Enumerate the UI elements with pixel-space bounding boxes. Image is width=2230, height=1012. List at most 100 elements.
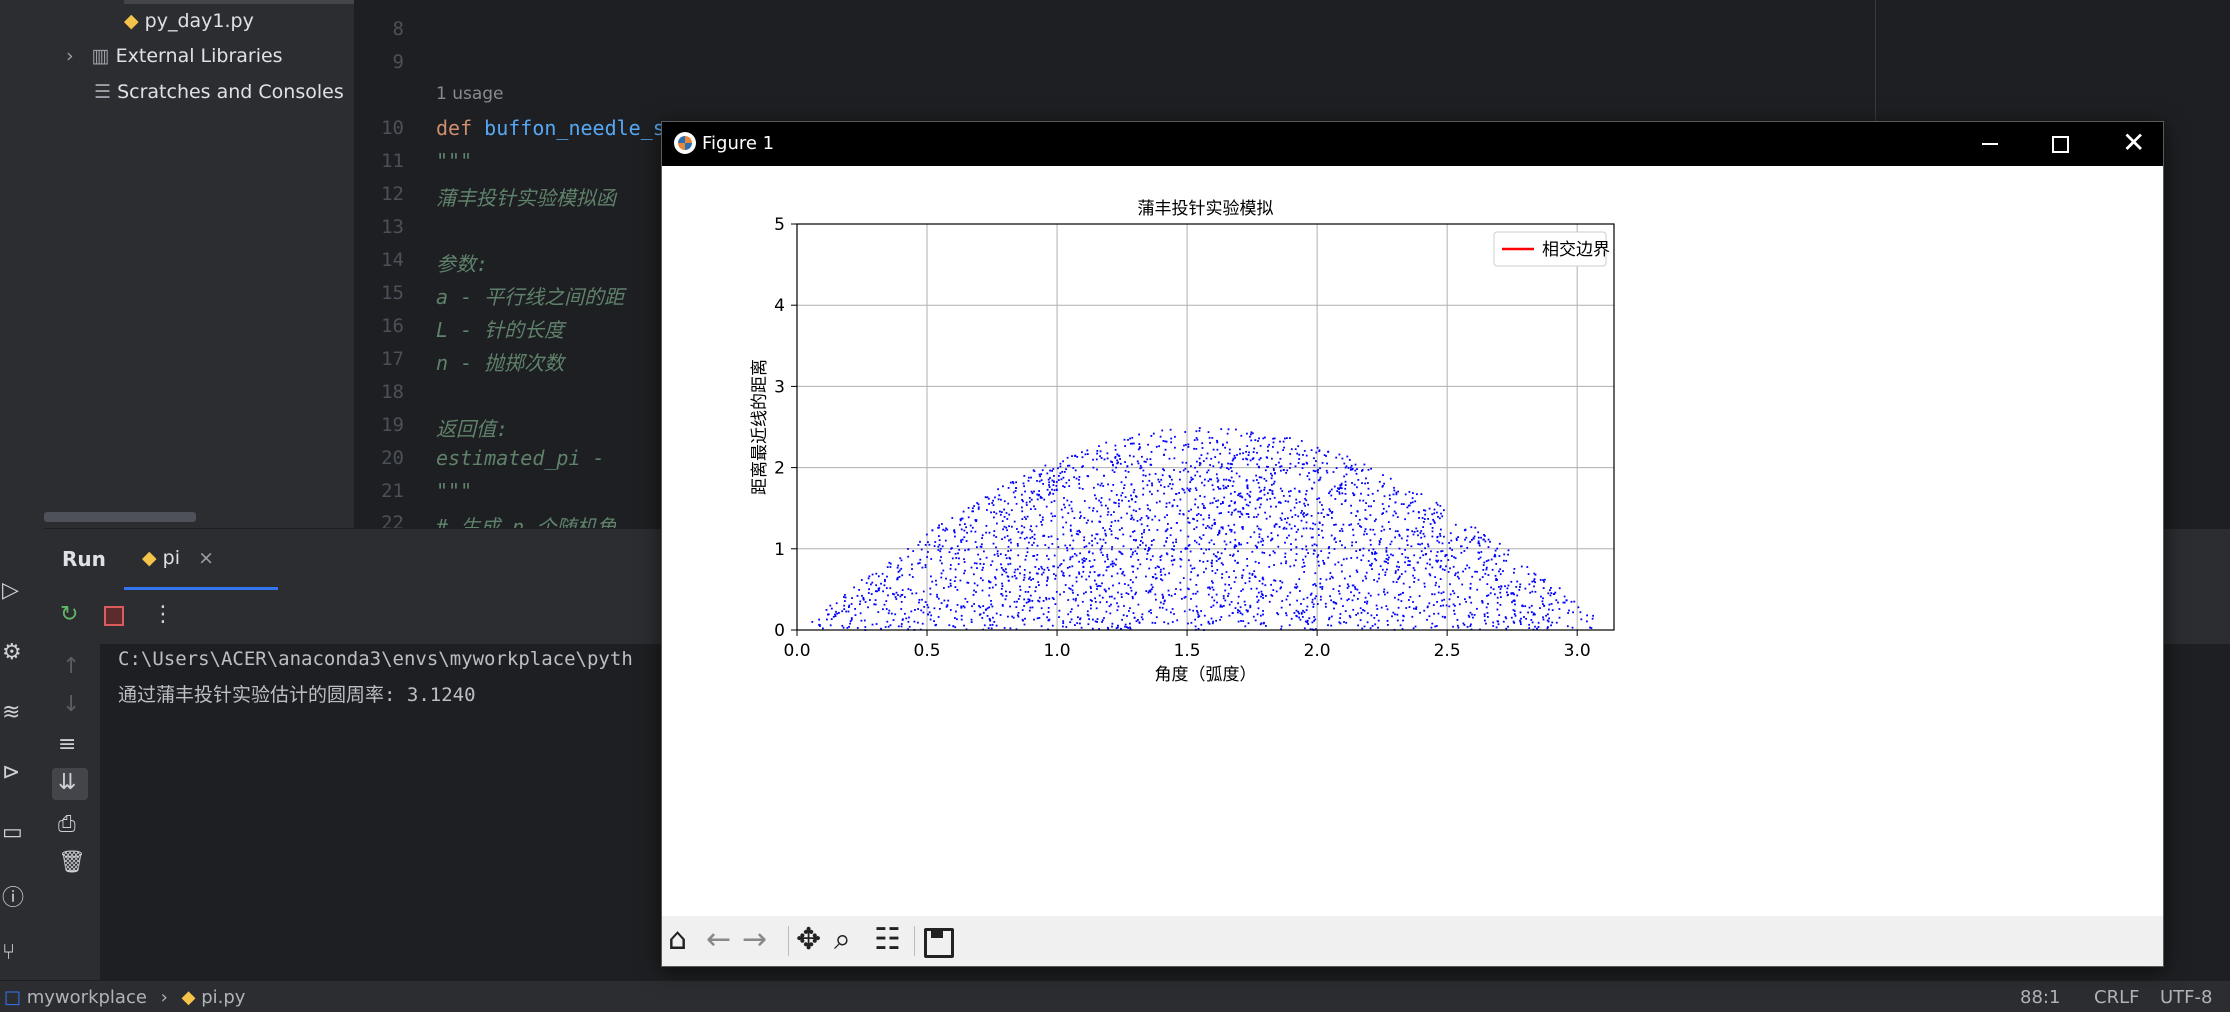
scatter-point xyxy=(1424,567,1427,570)
scatter-point xyxy=(1010,541,1012,544)
figure-canvas[interactable]: 0.0 0.5 1.0 1.5 2.0 2.5 3.0 0 1 2 3 4 5 蒲丰投针实验模拟 角度（弧度… xyxy=(662,166,2163,916)
scroll-down-icon[interactable]: ↓ xyxy=(62,692,81,717)
cursor-position[interactable]: 88:1 xyxy=(2020,987,2061,1008)
scatter-point xyxy=(1234,456,1237,459)
external-libraries-item[interactable]: › ▥ External Libraries xyxy=(66,45,283,67)
problems-icon[interactable]: ⓘ xyxy=(2,886,25,911)
scatter-point xyxy=(1222,597,1225,600)
scatter-point xyxy=(900,608,903,610)
run-tab-pi[interactable]: ◆ pi × xyxy=(142,547,214,569)
y-tick-label: 3 xyxy=(774,377,785,397)
scatter-point xyxy=(1168,457,1171,460)
horizontal-scrollbar[interactable] xyxy=(44,512,196,522)
breadcrumb-project[interactable]: myworkplace xyxy=(26,987,147,1008)
scatter-point xyxy=(1138,443,1141,445)
scatter-point xyxy=(1356,571,1359,573)
minimize-icon[interactable] xyxy=(1982,143,1998,145)
scroll-up-icon[interactable]: ↑ xyxy=(62,654,81,679)
scatter-point xyxy=(1507,625,1509,628)
scatter-point xyxy=(1357,624,1359,627)
configure-subplots-icon[interactable]: ☷ xyxy=(874,922,901,957)
git-icon[interactable]: ⑂ xyxy=(2,940,16,965)
services-icon[interactable]: ⊳ xyxy=(2,760,21,785)
scatter-point xyxy=(1277,534,1279,537)
scatter-point xyxy=(1435,625,1438,627)
save-icon[interactable] xyxy=(924,928,954,958)
line-separator[interactable]: CRLF xyxy=(2094,987,2140,1008)
more-options-icon[interactable]: ⋮ xyxy=(152,602,174,627)
close-tab-icon[interactable]: × xyxy=(198,547,214,569)
scatter-point xyxy=(989,619,992,622)
scatter-point xyxy=(1175,541,1177,543)
scatter-point xyxy=(1270,477,1273,480)
scatter-point xyxy=(1316,555,1319,558)
maximize-icon[interactable] xyxy=(2052,136,2069,153)
scatter-point xyxy=(1069,556,1072,559)
scatter-point xyxy=(886,575,888,578)
layers-icon[interactable]: ≋ xyxy=(2,700,21,725)
back-icon[interactable]: ← xyxy=(706,922,732,957)
pan-icon[interactable]: ✥ xyxy=(796,922,822,957)
scatter-point xyxy=(1211,484,1214,487)
terminal-icon[interactable]: ▭ xyxy=(2,820,23,845)
scatter-point xyxy=(1481,576,1484,578)
rerun-icon[interactable]: ↻ xyxy=(60,602,79,627)
scatter-point xyxy=(991,623,994,626)
scroll-to-end-icon[interactable]: ⇊ xyxy=(58,770,77,795)
scatter-point xyxy=(1245,609,1248,612)
scatter-point xyxy=(1023,516,1026,519)
scatter-point xyxy=(1195,448,1198,450)
soft-wrap-icon[interactable]: ≡ xyxy=(58,732,77,757)
scatter-point xyxy=(1235,472,1238,475)
home-icon[interactable]: ⌂ xyxy=(668,922,688,957)
scatter-point xyxy=(1275,464,1277,466)
scatter-point xyxy=(884,626,887,628)
scatter-point xyxy=(1409,560,1411,563)
project-file-item[interactable]: ◆ py_day1.py xyxy=(124,10,254,32)
scatter-point xyxy=(1003,536,1006,539)
trash-icon[interactable]: 🗑 xyxy=(58,850,86,875)
scatter-point xyxy=(989,581,991,584)
scatter-point xyxy=(1332,471,1335,473)
python-packages-icon[interactable]: ⚙ xyxy=(2,640,22,665)
scatter-point xyxy=(1495,577,1498,580)
line-number: 22 xyxy=(381,512,404,528)
scatter-point xyxy=(1282,449,1284,451)
scatter-point xyxy=(1520,623,1522,625)
scatter-point xyxy=(1407,512,1410,515)
scatter-point xyxy=(1205,457,1208,460)
file-encoding[interactable]: UTF-8 xyxy=(2160,987,2213,1008)
scatter-point xyxy=(1166,514,1168,516)
scatter-point xyxy=(1265,595,1267,597)
forward-icon[interactable]: → xyxy=(742,922,768,957)
scatter-point xyxy=(1095,583,1098,586)
scatter-point xyxy=(1091,627,1094,630)
scatter-point xyxy=(1027,476,1030,479)
scatter-point xyxy=(1271,457,1273,460)
scatter-point xyxy=(981,579,984,582)
figure-title-bar[interactable]: Figure 1 ✕ xyxy=(662,122,2163,166)
usage-hint[interactable]: 1 usage xyxy=(436,84,504,104)
scatter-point xyxy=(1536,627,1538,630)
scatter-point xyxy=(901,574,904,577)
scroll-to-end-button[interactable] xyxy=(52,768,88,800)
breadcrumb-file[interactable]: pi.py xyxy=(201,987,246,1008)
scatter-point xyxy=(973,582,976,585)
scatter-point xyxy=(1216,601,1218,604)
scatter-point xyxy=(1339,540,1341,543)
scatter-point xyxy=(1120,481,1123,484)
run-tool-icon[interactable]: ▷ xyxy=(2,578,19,603)
zoom-icon[interactable]: ⌕ xyxy=(834,922,851,957)
scratches-item[interactable]: ☰ Scratches and Consoles xyxy=(94,81,344,103)
scatter-point xyxy=(1422,532,1425,535)
scatter-point xyxy=(1046,566,1049,569)
scatter-point xyxy=(1059,472,1062,475)
figure-window[interactable]: Figure 1 ✕ 0.0 0.5 1.0 1.5 2.0 2.5 3.0 0 1 2 3 4 5 蒲丰… xyxy=(661,121,2164,967)
scatter-point xyxy=(1024,591,1027,593)
chevron-right-icon[interactable]: › xyxy=(66,45,74,67)
print-icon[interactable]: ⎙ xyxy=(58,812,76,837)
scatter-point xyxy=(1241,513,1244,516)
scatter-point xyxy=(1283,446,1285,449)
close-icon[interactable]: ✕ xyxy=(2122,126,2146,159)
stop-icon[interactable] xyxy=(104,606,124,626)
